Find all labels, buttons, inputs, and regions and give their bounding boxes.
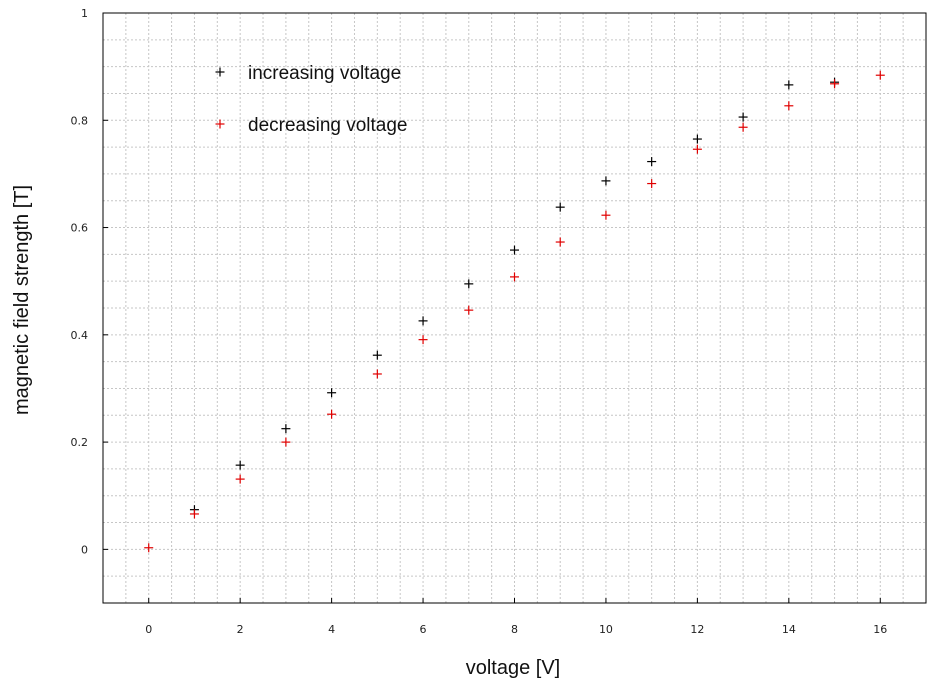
y-tick-label: 0.8 [71,114,89,127]
data-point [144,543,154,553]
legend-marker [215,119,225,129]
data-point [418,335,428,345]
data-point [189,509,199,519]
x-tick-label: 16 [873,623,887,636]
y-tick-label: 0.2 [71,436,89,449]
series-0 [189,77,840,515]
data-point [647,157,657,167]
y-tick-label: 0 [81,543,88,556]
x-tick-label: 6 [420,623,427,636]
x-tick-label: 0 [145,623,152,636]
data-point [647,179,657,189]
data-point [601,176,611,186]
data-point [281,437,291,447]
x-tick-label: 10 [599,623,613,636]
x-tick-label: 8 [511,623,518,636]
grid [102,12,927,604]
y-tick-label: 1 [81,7,88,20]
y-tick-label: 0.6 [71,222,89,235]
data-point [555,202,565,212]
x-tick-label: 4 [328,623,335,636]
legend-label: increasing voltage [248,63,401,84]
data-point [327,409,337,419]
data-point [692,144,702,154]
data-point [692,134,702,144]
data-point [235,460,245,470]
series-1 [144,70,885,553]
data-point [372,350,382,360]
data-point [464,279,474,289]
data-point [510,245,519,255]
y-axis-title: magnetic field strength [T] [11,185,33,415]
data-points [144,70,885,553]
x-tick-label: 14 [782,623,796,636]
data-point [830,79,840,89]
legend-marker [215,67,225,77]
data-point [464,305,474,315]
data-point [875,70,885,80]
data-point [738,122,748,132]
data-point [784,80,794,90]
legend-label: decreasing voltage [248,115,408,136]
data-point [784,101,794,111]
data-point [418,316,428,326]
data-point [235,474,245,484]
data-point [738,112,748,122]
data-point [372,369,382,379]
y-tick-label: 0.4 [71,329,89,342]
x-axis-title: voltage [V] [466,657,561,679]
data-point [510,272,519,282]
data-point [281,424,291,434]
data-point [327,388,337,398]
data-point [555,237,565,247]
legend: increasing voltage decreasing voltage [215,63,408,136]
x-tick-label: 2 [237,623,244,636]
axis-ticks: 0 2 4 6 8 10 12 14 16 0 0.2 0.4 0.6 0.8 1 [71,7,888,636]
data-point [601,210,611,220]
x-tick-label: 12 [690,623,704,636]
